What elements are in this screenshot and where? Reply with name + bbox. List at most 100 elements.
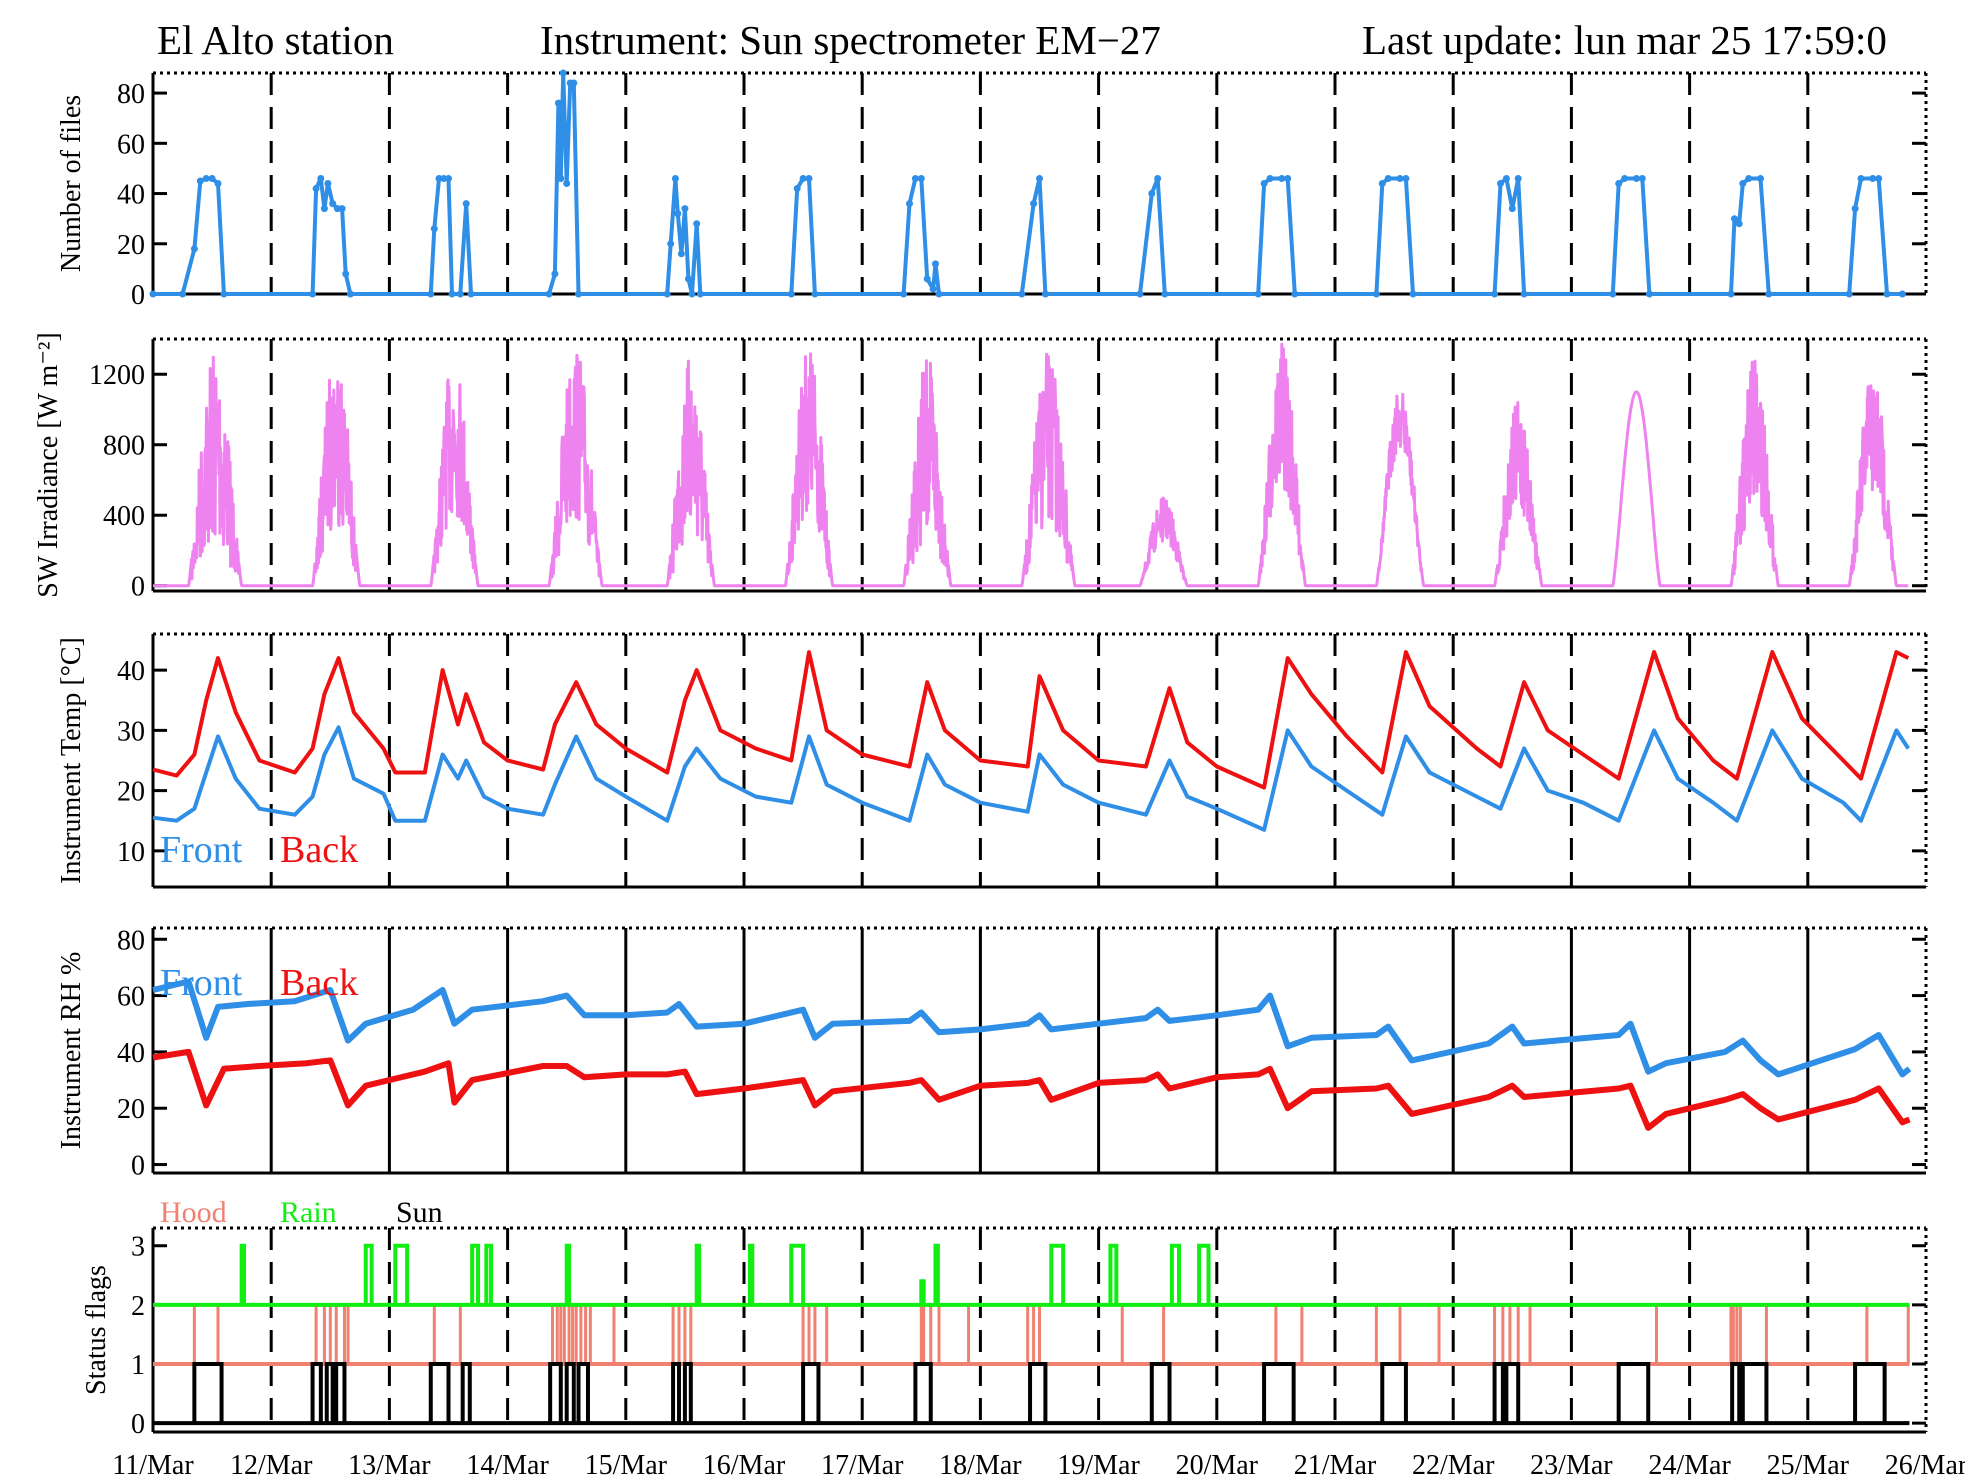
y-axis-label: Instrument Temp [°C] <box>56 637 87 884</box>
data-point <box>1384 175 1392 182</box>
data-point <box>677 250 685 258</box>
data-point <box>911 175 919 182</box>
data-point <box>551 270 559 278</box>
y-tick-label: 800 <box>103 431 145 462</box>
x-tick-label: 18/Mar <box>939 1450 1022 1476</box>
station-title: El Alto station <box>157 17 394 63</box>
data-point <box>448 290 456 298</box>
data-point <box>787 290 795 298</box>
data-point <box>1845 290 1853 298</box>
data-point <box>220 290 228 298</box>
x-tick-label: 14/Mar <box>466 1450 549 1476</box>
temp-legend-back: Back <box>280 829 358 871</box>
data-point <box>208 175 216 182</box>
data-point <box>1036 175 1043 182</box>
data-point <box>1402 175 1410 182</box>
irradiance-series-line <box>153 342 1909 588</box>
x-tick-label: 19/Mar <box>1057 1450 1140 1476</box>
data-point <box>1514 175 1522 182</box>
data-point <box>1645 290 1653 298</box>
x-tick-label: 21/Mar <box>1294 1450 1377 1476</box>
status-flag-pulse <box>1197 1243 1211 1305</box>
data-point <box>1497 180 1504 187</box>
data-point <box>427 290 435 298</box>
status-flag-pulse <box>933 1243 940 1305</box>
data-point <box>681 205 689 213</box>
y-axis-label: Status flags <box>81 1265 112 1395</box>
data-point <box>1161 290 1169 298</box>
y-tick-label: 60 <box>117 982 145 1013</box>
status-flag-pulse <box>239 1243 247 1305</box>
sun-flag-block <box>801 1362 821 1424</box>
x-tick-label: 17/Mar <box>821 1450 904 1476</box>
status-legend-sun: Sun <box>396 1196 443 1229</box>
y-tick-label: 10 <box>117 837 145 868</box>
y-tick-label: 400 <box>103 501 145 532</box>
data-point <box>929 285 937 293</box>
temperature-panel: 10 20 30 40 Instrument Temp [°C] <box>56 632 1928 889</box>
temp-legend-front: Front <box>160 829 243 871</box>
data-point <box>793 185 801 192</box>
humidity-series-back <box>152 1048 1911 1131</box>
y-tick-label: 0 <box>131 1409 145 1440</box>
data-point <box>1284 175 1292 182</box>
data-point <box>462 200 470 208</box>
data-point <box>1372 290 1380 298</box>
data-point <box>1378 180 1386 187</box>
y-tick-label: 2 <box>131 1291 145 1322</box>
data-point <box>684 275 692 283</box>
data-point <box>1851 205 1859 213</box>
y-axis-label: SW Irradiance [W m⁻²] <box>33 332 64 597</box>
data-point <box>1266 175 1274 182</box>
status-flag-pulse <box>470 1243 481 1305</box>
data-point <box>1727 290 1735 298</box>
data-point <box>312 185 320 192</box>
data-point <box>214 180 222 187</box>
data-point <box>338 205 346 213</box>
data-point <box>190 245 198 253</box>
y-tick-label: 20 <box>117 1094 145 1125</box>
data-point <box>1291 290 1299 298</box>
sun-flag-block <box>310 1362 323 1424</box>
sun-flag-block <box>460 1362 472 1424</box>
data-point <box>1502 175 1510 182</box>
y-tick-label: 20 <box>117 777 145 808</box>
x-tick-label: 15/Mar <box>585 1450 668 1476</box>
sun-flag-block <box>1380 1362 1408 1424</box>
y-tick-label: 1200 <box>89 360 145 391</box>
data-point <box>1136 290 1144 298</box>
sun-flag-block <box>671 1362 681 1424</box>
last-update-text: Last update: lun mar 25 17:59:0 <box>1362 17 1887 63</box>
sun-flag-block <box>564 1362 576 1424</box>
data-point <box>667 240 675 248</box>
data-point <box>467 290 475 298</box>
status-flag-pulse <box>694 1243 702 1305</box>
data-point <box>1508 205 1516 213</box>
sun-flag-block <box>1028 1362 1048 1424</box>
sun-flag-block <box>548 1362 563 1424</box>
data-point <box>1735 220 1743 228</box>
y-tick-label: 60 <box>117 129 145 160</box>
x-tick-labels: 11/Mar 12/Mar 13/Mar 14/Mar 15/Mar 16/Mar 17/M… <box>112 1450 1965 1476</box>
status-panel: 0 1 2 3 Status flags <box>81 1226 1928 1440</box>
data-point <box>324 180 332 187</box>
sun-flag-block <box>576 1362 590 1424</box>
data-point <box>1260 180 1268 187</box>
y-tick-label: 40 <box>117 656 145 687</box>
sun-flag-block <box>1730 1362 1742 1424</box>
data-point <box>1632 175 1640 182</box>
x-tick-label: 25/Mar <box>1767 1450 1850 1476</box>
x-tick-label: 13/Mar <box>348 1450 431 1476</box>
x-tick-label: 11/Mar <box>112 1450 194 1476</box>
sun-flag-block <box>1740 1362 1769 1424</box>
y-tick-label: 40 <box>117 180 145 211</box>
data-point <box>179 290 187 298</box>
data-point <box>1898 290 1906 298</box>
status-flag-pulse <box>1108 1243 1119 1305</box>
data-point <box>430 225 438 233</box>
humidity-series-front <box>152 978 1912 1078</box>
data-point <box>1254 290 1262 298</box>
data-point <box>1018 290 1026 298</box>
y-tick-label: 0 <box>131 572 145 603</box>
